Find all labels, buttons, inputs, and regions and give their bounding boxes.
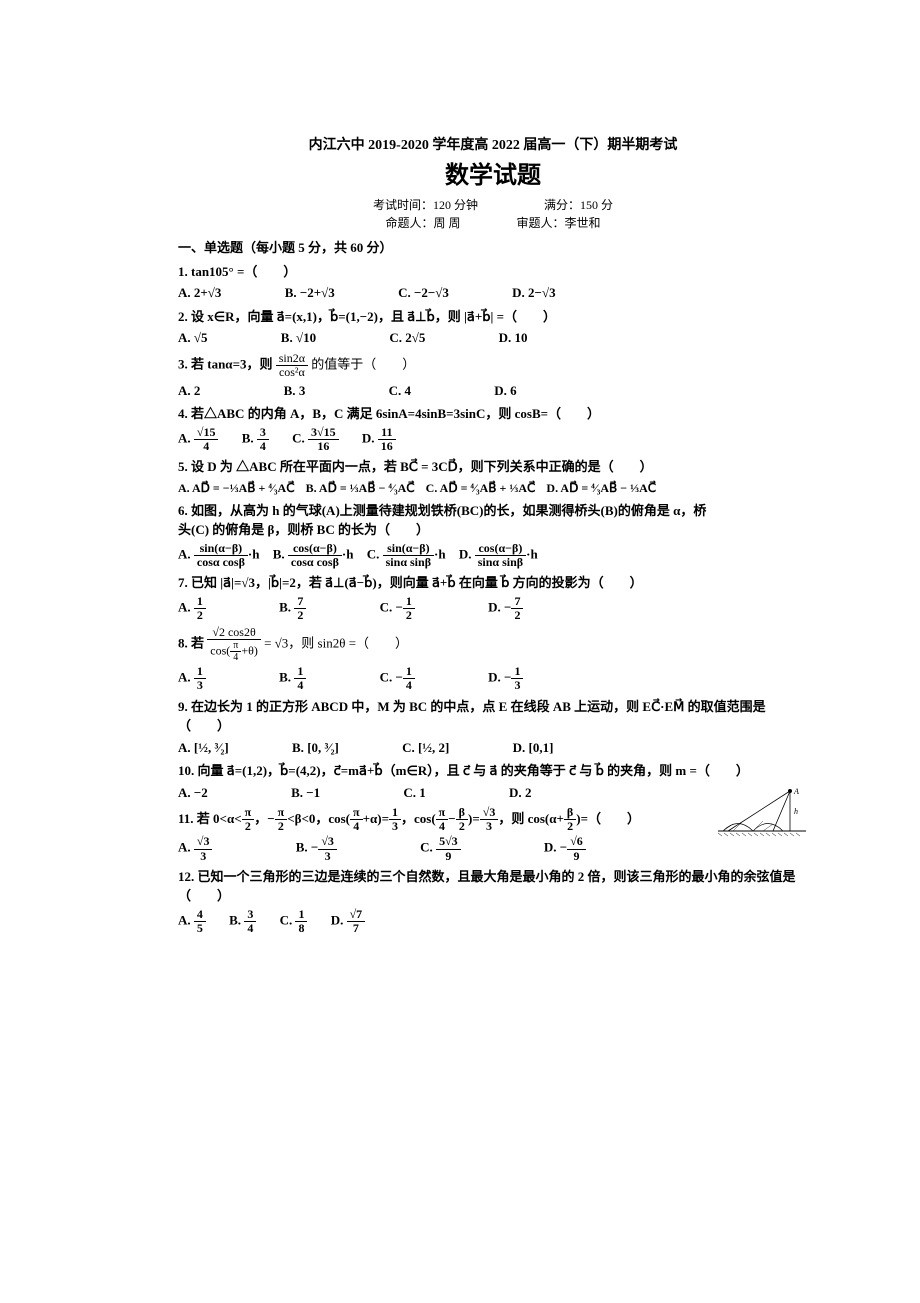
q9-stem: 9. 在边长为 1 的正方形 ABCD 中，M 为 BC 的中点，点 E 在线段… xyxy=(178,699,766,734)
q10-opt-c: C. 1 xyxy=(403,783,425,803)
q4-stem: 4. 若△ABC 的内角 A，B，C 满足 6sinA=4sinB=3sinC，… xyxy=(178,406,600,421)
q4-opt-b: B. 34 xyxy=(242,426,269,453)
q6-opt-d: D. cos(α−β)sinα sinβ·h xyxy=(459,542,538,569)
q10-opt-b: B. −1 xyxy=(291,783,320,803)
q3-opt-b: B. 3 xyxy=(284,381,306,401)
score-label: 满分：150 分 xyxy=(544,196,613,214)
q5-opt-d: D. AD⃗ = ⁴⁄₃AB⃗ − ⅓AC⃗ xyxy=(546,479,656,497)
q5-opt-b: B. AD⃗ = ⅓AB⃗ − ⁴⁄₃AC⃗ xyxy=(306,479,415,497)
q8-opt-d: D. −13 xyxy=(488,665,523,692)
q8-stem-eq: = √3，则 sin2θ =（ ） xyxy=(264,636,408,651)
author-label: 命题人：周 周 xyxy=(385,214,460,232)
meta-authors: 命题人：周 周 审题人：李世和 xyxy=(178,214,808,232)
q1-opt-c: C. −2−√3 xyxy=(398,283,449,303)
q6-opt-c: C. sin(α−β)sinα sinβ·h xyxy=(367,542,446,569)
question-6: 6. 如图，从高为 h 的气球(A)上测量待建规划铁桥(BC)的长，如果测得桥头… xyxy=(178,501,808,569)
q8-opt-b: B. 14 xyxy=(279,665,306,692)
section-1-header: 一、单选题（每小题 5 分，共 60 分） xyxy=(178,238,808,258)
q11-opt-c: C. 5√39 xyxy=(420,835,460,862)
q5-opt-c: C. AD⃗ = ⁴⁄₃AB⃗ + ⅓AC⃗ xyxy=(426,479,536,497)
svg-text:h: h xyxy=(794,807,798,816)
q5-opt-a: A. AD⃗ = −⅓AB⃗ + ⁴⁄₃AC⃗ xyxy=(178,479,295,497)
q4-opt-d: D. 1116 xyxy=(362,426,396,453)
question-9: 9. 在边长为 1 的正方形 ABCD 中，M 为 BC 的中点，点 E 在线段… xyxy=(178,697,808,758)
reviewer-label: 审题人：李世和 xyxy=(517,214,601,232)
question-12: 12. 已知一个三角形的三边是连续的三个自然数，且最大角是最小角的 2 倍，则该… xyxy=(178,867,808,935)
q8-opt-a: A. 13 xyxy=(178,665,206,692)
q2-opt-a: A. √5 xyxy=(178,328,208,348)
q8-stem-pre: 8. 若 xyxy=(178,636,207,651)
q11-opt-b: B. −√33 xyxy=(296,835,337,862)
q3-opt-a: A. 2 xyxy=(178,381,200,401)
q10-opt-a: A. −2 xyxy=(178,783,208,803)
q4-opt-c: C. 3√1516 xyxy=(292,426,338,453)
q3-opt-c: C. 4 xyxy=(389,381,411,401)
exam-header: 内江六中 2019-2020 学年度高 2022 届高一（下）期半期考试 xyxy=(178,135,808,156)
q3-stem-tail: 的值等于（ ） xyxy=(311,356,415,371)
exam-content: 内江六中 2019-2020 学年度高 2022 届高一（下）期半期考试 数学试… xyxy=(178,135,808,935)
q8-main-frac: √2 cos2θ cos(π4+θ) xyxy=(207,626,261,663)
q7-opt-b: B. 72 xyxy=(279,595,306,622)
q2-stem: 2. 设 x∈R，向量 a⃗=(x,1)，b⃗=(1,−2)，且 a⃗⊥b⃗，则… xyxy=(178,309,556,324)
q12-opt-b: B. 34 xyxy=(229,908,256,935)
q10-opt-d: D. 2 xyxy=(509,783,531,803)
q10-stem: 10. 向量 a⃗=(1,2)，b⃗=(4,2)，c⃗=ma⃗+b⃗（m∈R），… xyxy=(178,763,749,778)
q7-opt-c: C. −12 xyxy=(380,595,415,622)
q1-stem: 1. tan105° =（ ） xyxy=(178,264,296,279)
question-8: 8. 若 √2 cos2θ cos(π4+θ) = √3，则 sin2θ =（ … xyxy=(178,626,808,693)
q3-opt-d: D. 6 xyxy=(494,381,516,401)
svg-text:A: A xyxy=(793,787,799,796)
q6-stem: 6. 如图，从高为 h 的气球(A)上测量待建规划铁桥(BC)的长，如果测得桥头… xyxy=(178,503,706,538)
q9-opt-b: B. [0, ³⁄₂] xyxy=(292,738,339,758)
q1-opt-a: A. 2+√3 xyxy=(178,283,221,303)
q7-opt-a: A. 12 xyxy=(178,595,206,622)
q11-opt-a: A. √33 xyxy=(178,835,212,862)
question-3: 3. 若 tanα=3，则 sin2αcos²α 的值等于（ ） A. 2 B.… xyxy=(178,352,808,401)
q2-opt-c: C. 2√5 xyxy=(389,328,425,348)
q8-opt-c: C. −14 xyxy=(380,665,415,692)
q3-stem-pre: 3. 若 tanα=3，则 xyxy=(178,356,276,371)
q7-opt-d: D. −72 xyxy=(488,595,523,622)
q2-opt-d: D. 10 xyxy=(499,328,528,348)
time-label: 考试时间：120 分钟 xyxy=(373,196,478,214)
question-7: 7. 已知 |a⃗|=√3，|b⃗|=2，若 a⃗⊥(a⃗−b⃗)，则向量 a⃗… xyxy=(178,573,808,622)
q12-stem: 12. 已知一个三角形的三边是连续的三个自然数，且最大角是最小角的 2 倍，则该… xyxy=(178,869,796,904)
q7-stem: 7. 已知 |a⃗|=√3，|b⃗|=2，若 a⃗⊥(a⃗−b⃗)，则向量 a⃗… xyxy=(178,575,643,590)
meta-time-score: 考试时间：120 分钟 满分：150 分 xyxy=(178,196,808,214)
question-1: 1. tan105° =（ ） A. 2+√3 B. −2+√3 C. −2−√… xyxy=(178,262,808,303)
q9-opt-a: A. [½, ³⁄₂] xyxy=(178,738,229,758)
q2-opt-b: B. √10 xyxy=(281,328,316,348)
q11-opt-d: D. −√69 xyxy=(544,835,586,862)
question-10: 10. 向量 a⃗=(1,2)，b⃗=(4,2)，c⃗=ma⃗+b⃗（m∈R），… xyxy=(178,761,808,802)
q1-opt-d: D. 2−√3 xyxy=(512,283,555,303)
q12-opt-c: C. 18 xyxy=(280,908,308,935)
q6-opt-b: B. cos(α−β)cosα cosβ·h xyxy=(273,542,354,569)
q4-opt-a: A. √154 xyxy=(178,426,218,453)
question-5: 5. 设 D 为 △ABC 所在平面内一点，若 BC⃗ = 3CD⃗，则下列关系… xyxy=(178,457,808,497)
q1-opt-b: B. −2+√3 xyxy=(285,283,335,303)
q11-stem: 11. 若 0<α<π2，−π2<β<0，cos(π4+α)=13，cos(π4… xyxy=(178,811,640,826)
q12-opt-a: A. 45 xyxy=(178,908,206,935)
q9-opt-c: C. [½, 2] xyxy=(402,738,449,758)
question-11: 11. 若 0<α<π2，−π2<β<0，cos(π4+α)=13，cos(π4… xyxy=(178,806,808,863)
q6-opt-a: A. sin(α−β)cosα cosβ·h xyxy=(178,542,259,569)
bridge-figure: A h xyxy=(718,786,808,846)
q12-opt-d: D. √77 xyxy=(331,908,365,935)
question-2: 2. 设 x∈R，向量 a⃗=(x,1)，b⃗=(1,−2)，且 a⃗⊥b⃗，则… xyxy=(178,307,808,348)
q9-opt-d: D. [0,1] xyxy=(513,738,554,758)
question-4: 4. 若△ABC 的内角 A，B，C 满足 6sinA=4sinB=3sinC，… xyxy=(178,404,808,453)
subject-title: 数学试题 xyxy=(178,158,808,194)
q5-stem: 5. 设 D 为 △ABC 所在平面内一点，若 BC⃗ = 3CD⃗，则下列关系… xyxy=(178,459,653,474)
q3-fraction: sin2αcos²α xyxy=(276,352,308,379)
